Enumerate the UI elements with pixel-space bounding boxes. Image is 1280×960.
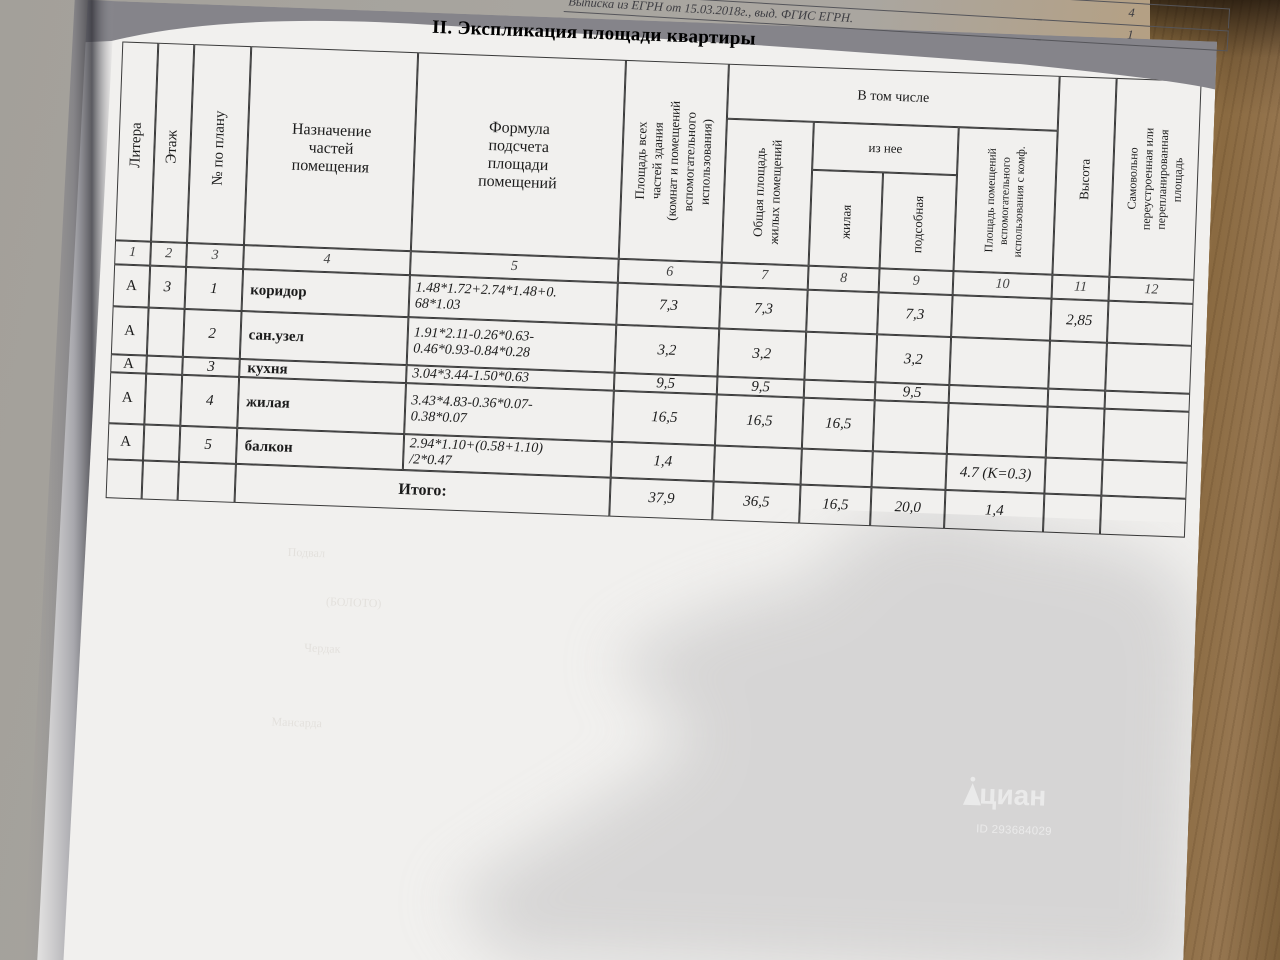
svg-text:циан: циан <box>979 778 1047 811</box>
